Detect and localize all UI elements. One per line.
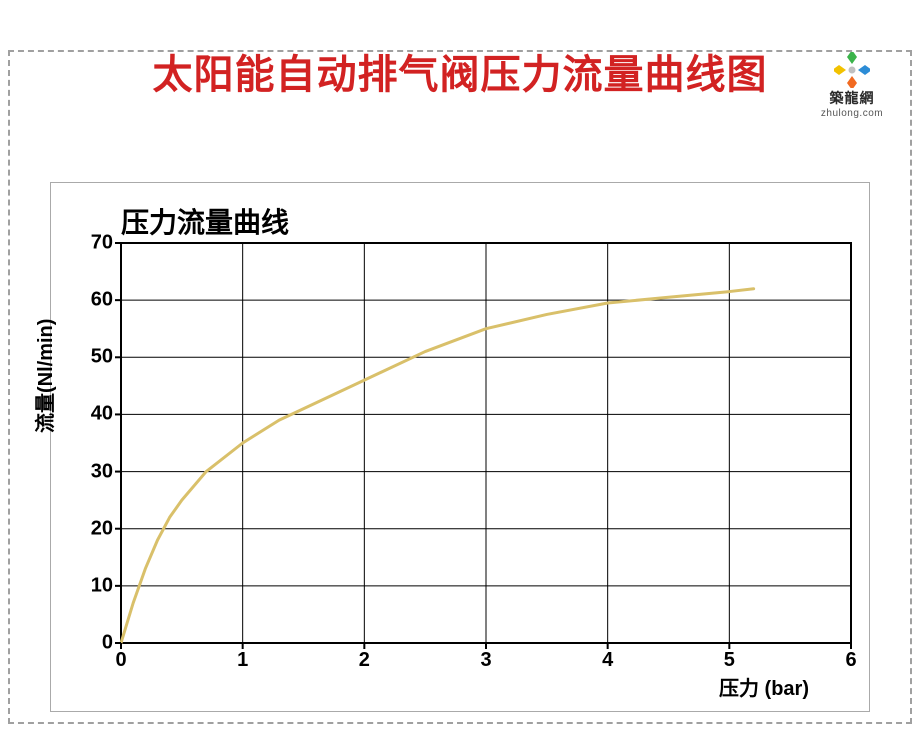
y-tick-label: 0 [102,632,113,655]
y-tick-label: 10 [91,574,113,597]
logo-flower-icon [802,52,902,88]
page-title: 太阳能自动排气阀压力流量曲线图 [0,42,920,100]
chart-plot-area: 0102030405060700123456 [121,243,851,643]
x-tick-label: 3 [480,649,491,672]
x-tick-label: 6 [845,649,856,672]
x-tick-label: 1 [237,649,248,672]
x-tick-label: 5 [724,649,735,672]
y-tick-label: 40 [91,403,113,426]
y-axis-label: 流量(Nl/min) [29,319,58,433]
x-tick-label: 4 [602,649,613,672]
x-tick-label: 0 [115,649,126,672]
y-tick-label: 20 [91,517,113,540]
x-tick-label: 2 [359,649,370,672]
logo-domain-text: zhulong.com [802,108,902,119]
y-tick-label: 70 [91,232,113,255]
y-tick-label: 60 [91,289,113,312]
chart-subtitle: 压力流量曲线 [121,201,289,241]
x-axis-label: 压力 (bar) [719,672,809,701]
y-tick-label: 30 [91,460,113,483]
chart-card: 压力流量曲线 流量(Nl/min) 压力 (bar) 0102030405060… [50,182,870,712]
y-tick-label: 50 [91,346,113,369]
site-logo: 築龍網 zhulong.com [802,52,902,119]
logo-brand-text: 築龍網 [802,88,902,108]
